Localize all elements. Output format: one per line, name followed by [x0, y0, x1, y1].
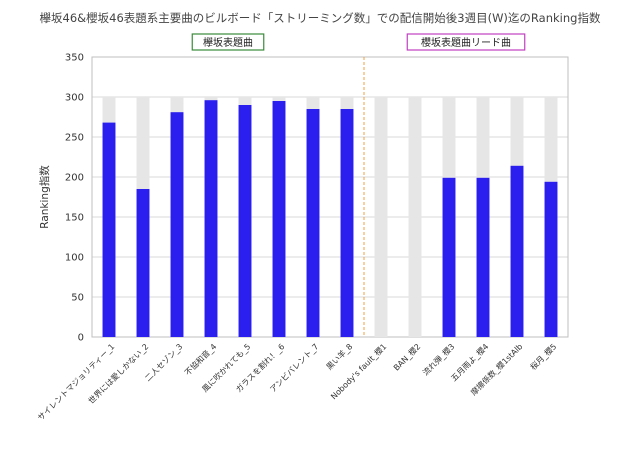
plot-area: 050100150200250300350Ranking指数サイレントマジョリテ…	[36, 33, 569, 422]
y-tick-label: 100	[65, 253, 84, 264]
bar	[136, 189, 150, 337]
group-label-box	[406, 33, 526, 51]
plot-border	[91, 56, 569, 338]
x-tick-label: BAN_櫻2	[391, 341, 422, 372]
bar	[102, 122, 116, 337]
chart-title: 欅坂46&櫻坂46表題系主要曲のビルボード「ストリーミング数」での配信開始後3週…	[40, 11, 601, 25]
y-tick-label: 50	[71, 293, 84, 304]
y-axis-label: Ranking指数	[38, 165, 51, 229]
x-tick-label: 桜月_櫻5	[528, 341, 558, 371]
y-tick-label: 250	[65, 133, 84, 144]
bar	[170, 112, 184, 337]
y-tick-label: 0	[78, 333, 84, 344]
bar	[442, 177, 456, 337]
bar	[544, 181, 558, 337]
bar	[272, 101, 286, 337]
x-tick-label: 黒い羊_8	[324, 341, 354, 371]
x-tick-label: 不協和音_4	[182, 341, 218, 377]
x-tick-label: 流れ弾_櫻3	[420, 341, 456, 377]
group-label-box	[191, 33, 265, 51]
y-tick-label: 150	[65, 213, 84, 224]
y-tick-label: 200	[65, 173, 84, 184]
bar-background	[374, 97, 388, 337]
bar	[204, 100, 218, 337]
bar	[510, 165, 524, 337]
bar	[306, 109, 320, 337]
bar	[476, 177, 490, 337]
group-label: 櫻坂表題曲リード曲	[421, 36, 511, 49]
bar	[340, 109, 354, 337]
x-tick-label: Nobody's fault_櫻1	[328, 341, 388, 401]
group-label: 欅坂表題曲	[203, 36, 253, 49]
bar	[238, 105, 252, 337]
y-tick-label: 300	[65, 93, 84, 104]
bar-background	[408, 97, 422, 337]
x-tick-label: 世界には愛しかない_2	[86, 341, 150, 405]
y-tick-label: 350	[65, 53, 84, 64]
